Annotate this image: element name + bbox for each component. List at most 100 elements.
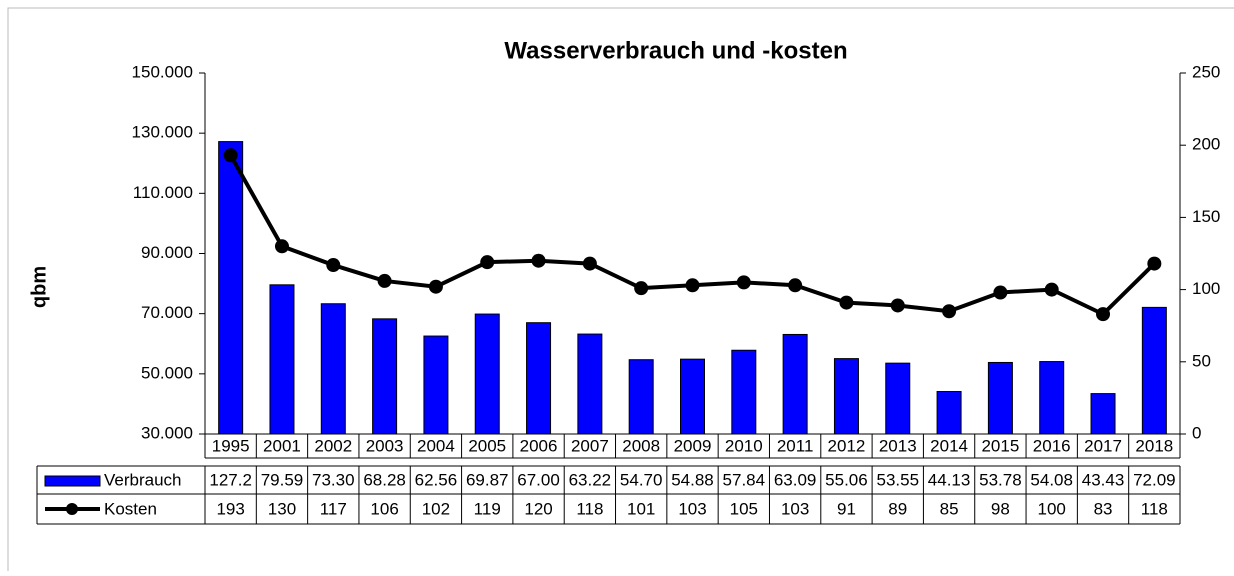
table-cell: 53.55 (876, 470, 919, 489)
table-cell: 127.2 (209, 470, 252, 489)
legend-marker (66, 503, 78, 515)
y-tick-label: 30.000 (141, 423, 193, 442)
table-cell: 62.56 (415, 470, 458, 489)
line-marker (1044, 282, 1059, 297)
table-cell: 103 (678, 499, 706, 518)
line-marker (736, 275, 751, 290)
x-tick-label: 2011 (777, 436, 814, 455)
y-tick-label: 90.000 (141, 243, 193, 262)
table-cell: 118 (576, 499, 603, 518)
legend-label: Verbrauch (104, 470, 182, 489)
table-cell: 98 (991, 499, 1010, 518)
table-cell: 72.09 (1133, 470, 1176, 489)
table-cell: 119 (474, 499, 501, 518)
table-cell: 54.70 (620, 470, 663, 489)
table-cell: 117 (320, 499, 347, 518)
x-tick-label: 2010 (725, 436, 763, 455)
line-marker (788, 278, 803, 293)
table-cell: 55.06 (825, 470, 868, 489)
table-cell: 91 (837, 499, 856, 518)
x-tick-label: 2009 (674, 436, 712, 455)
chart-title: Wasserverbrauch und -kosten (504, 37, 847, 64)
x-tick-label: 2012 (828, 436, 866, 455)
table-cell: 44.13 (928, 470, 971, 489)
bar (269, 284, 295, 435)
table-cell: 101 (627, 499, 655, 518)
table-cell: 57.84 (723, 470, 766, 489)
y-tick-label: 150.000 (132, 62, 193, 81)
table-cell: 105 (730, 499, 758, 518)
x-tick-label: 2014 (930, 436, 968, 455)
line-marker (582, 256, 597, 271)
y2-tick-label: 100 (1192, 279, 1220, 298)
line-marker (1096, 307, 1111, 322)
frame (7, 7, 1234, 571)
y-tick-label: 130.000 (132, 123, 193, 142)
table-cell: 103 (781, 499, 809, 518)
y-tick-label: 70.000 (141, 303, 193, 322)
legend-label: Kosten (104, 499, 157, 518)
y2-tick-label: 50 (1192, 351, 1211, 370)
table-cell: 118 (1141, 499, 1168, 518)
bar (628, 359, 654, 435)
bar (474, 313, 500, 435)
bar (577, 333, 603, 435)
table-cell: 53.78 (979, 470, 1022, 489)
bar (218, 141, 244, 435)
table-cell: 63.22 (569, 470, 612, 489)
bar (1039, 361, 1065, 435)
x-tick-label: 2018 (1135, 436, 1173, 455)
bar (320, 303, 346, 435)
table-cell: 100 (1038, 499, 1066, 518)
bar (680, 358, 705, 435)
x-tick-label: 2003 (366, 436, 404, 455)
x-tick-label: 2008 (622, 436, 660, 455)
table-cell: 193 (216, 499, 244, 518)
y2-tick-label: 200 (1192, 135, 1220, 154)
bar (782, 333, 808, 435)
table-cell: 130 (268, 499, 296, 518)
line-marker (685, 278, 700, 293)
bar (423, 335, 449, 435)
table-cell: 89 (888, 499, 907, 518)
table-cell: 54.08 (1030, 470, 1073, 489)
table-cell: 63.09 (774, 470, 817, 489)
y-axis-label: qbm (28, 266, 50, 308)
bar (987, 361, 1013, 435)
x-tick-label: 1995 (212, 436, 250, 455)
x-tick-label: 2006 (520, 436, 558, 455)
x-tick-label: 2004 (417, 436, 455, 455)
bar (526, 322, 552, 435)
x-tick-label: 2016 (1033, 436, 1071, 455)
line-marker (377, 273, 392, 288)
bar (1090, 393, 1116, 435)
table-cell: 102 (422, 499, 450, 518)
line-marker (480, 255, 495, 270)
bar (833, 358, 859, 435)
table-cell: 69.87 (466, 470, 509, 489)
line-marker (274, 239, 289, 254)
bar (372, 318, 398, 435)
line-marker (890, 298, 905, 313)
x-tick-label: 2002 (314, 436, 352, 455)
table-cell: 54.88 (671, 470, 714, 489)
bar (885, 362, 911, 435)
line-marker (993, 285, 1008, 300)
line-marker (634, 281, 649, 296)
line-marker (428, 279, 443, 294)
y2-tick-label: 0 (1192, 423, 1201, 442)
line-marker (326, 258, 341, 273)
line-marker (1147, 256, 1162, 271)
table-cell: 68.28 (363, 470, 406, 489)
bar (1141, 306, 1167, 435)
x-tick-label: 2001 (263, 436, 301, 455)
y-tick-label: 50.000 (141, 363, 193, 382)
x-tick-label: 2013 (879, 436, 917, 455)
x-tick-label: 2015 (981, 436, 1019, 455)
x-tick-label: 2005 (468, 436, 506, 455)
line-marker (531, 253, 546, 268)
y2-tick-label: 150 (1192, 207, 1220, 226)
table-cell: 73.30 (312, 470, 355, 489)
line-marker (839, 295, 854, 310)
